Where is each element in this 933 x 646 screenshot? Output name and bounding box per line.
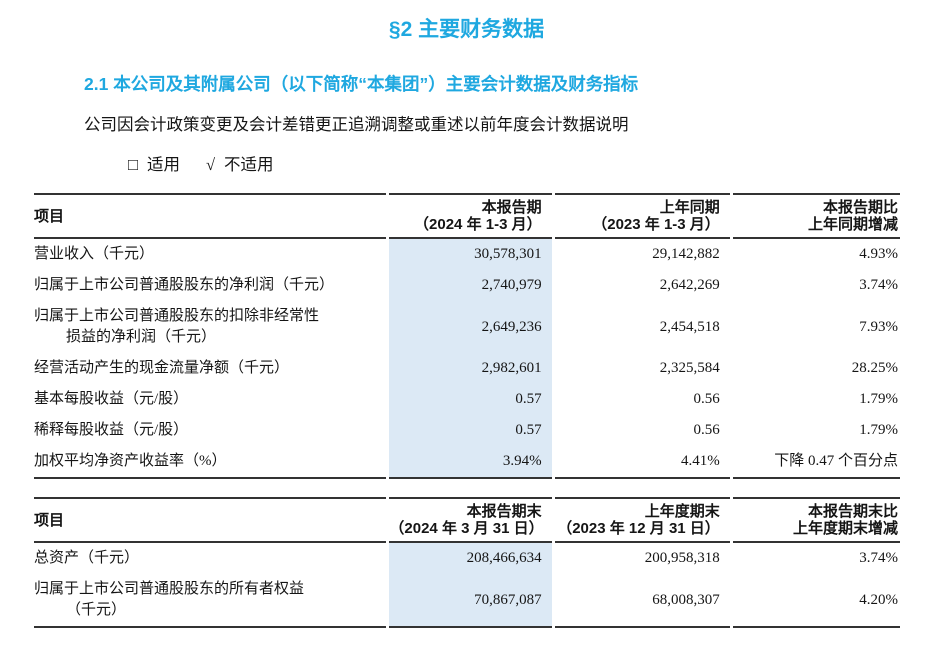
- subsection-title: 2.1 本公司及其附属公司（以下简称“本集团”）主要会计数据及财务指标: [84, 74, 639, 94]
- prior-value: 68,008,307: [554, 574, 730, 628]
- current-value: 30,578,301: [389, 239, 552, 270]
- change-value: 1.79%: [859, 422, 898, 438]
- item-label: 基本每股收益（元/股）: [34, 391, 189, 407]
- prior-value: 0.56: [693, 422, 720, 438]
- item-label: 加权平均净资产收益率（%）: [34, 446, 387, 479]
- prior-value: 4.41%: [554, 446, 730, 479]
- checkbox-unchecked-icon: □: [128, 155, 138, 174]
- item-label: 稀释每股收益（元/股）: [34, 422, 189, 438]
- prior-value: 2,454,518: [659, 318, 720, 335]
- current-value: 2,740,979: [389, 270, 552, 301]
- table-row: 总资产（千元） 208,466,634 200,958,318 3.74%: [34, 543, 900, 574]
- change-value: 下降 0.47 个百分点: [732, 446, 900, 479]
- section-title: §2 主要财务数据: [388, 18, 545, 41]
- prior-value: 0.56: [693, 391, 720, 407]
- header-current-period-end: 本报告期末 （2024 年 3 月 31 日）: [389, 497, 552, 543]
- item-label: 经营活动产生的现金流量净额（千元）: [34, 360, 290, 376]
- current-value: 0.57: [389, 415, 552, 446]
- header-current-period: 本报告期 （2024 年 1-3 月）: [389, 193, 552, 239]
- change-value: 4.20%: [732, 574, 900, 628]
- checkmark-icon: √: [205, 155, 216, 174]
- item-label: 总资产（千元）: [34, 550, 140, 566]
- header-prior-period: 上年同期 （2023 年 1-3 月）: [554, 193, 730, 239]
- prior-value: 2,325,584: [659, 360, 720, 376]
- header-change: 本报告期比 上年同期增减: [732, 193, 900, 239]
- table-row: 加权平均净资产收益率（%） 3.94% 4.41% 下降 0.47 个百分点: [34, 446, 900, 479]
- header-item: 项目: [34, 193, 387, 239]
- item-label: 归属于上市公司普通股股东的净利润（千元）: [34, 277, 335, 293]
- prior-value: 29,142,882: [652, 246, 720, 262]
- change-value: 3.74%: [859, 550, 898, 566]
- not-applicable-label: 不适用: [224, 155, 274, 174]
- prior-value: 2,642,269: [659, 277, 720, 293]
- header-item: 项目: [34, 497, 387, 543]
- item-label: 营业收入（千元）: [34, 246, 155, 262]
- applicable-options: □ 适用 √ 不适用: [128, 151, 274, 175]
- change-value: 3.74%: [859, 277, 898, 293]
- current-value: 2,649,236: [389, 301, 552, 353]
- change-value: 7.93%: [859, 318, 898, 335]
- current-value: 0.57: [389, 384, 552, 415]
- balance-financials-table: 项目 本报告期末 （2024 年 3 月 31 日） 上年度期末 （2023 年…: [31, 497, 903, 628]
- current-value: 3.94%: [389, 446, 552, 479]
- item-label: 归属于上市公司普通股股东的所有者权益 （千元）: [34, 574, 387, 628]
- table-row: 归属于上市公司普通股股东的扣除非经常性 损益的净利润（千元） 2,649,236…: [34, 301, 900, 353]
- change-value: 4.93%: [859, 246, 898, 262]
- table-row: 基本每股收益（元/股） 0.57 0.56 1.79%: [34, 384, 900, 415]
- restatement-note: 公司因会计政策变更及会计差错更正追溯调整或重述以前年度会计数据说明: [84, 115, 629, 134]
- header-change: 本报告期末比 上年度期末增减: [732, 497, 900, 543]
- prior-value: 200,958,318: [644, 550, 720, 566]
- table-row: 归属于上市公司普通股股东的净利润（千元） 2,740,979 2,642,269…: [34, 270, 900, 301]
- item-label: 归属于上市公司普通股股东的扣除非经常性 损益的净利润（千元）: [34, 308, 320, 345]
- current-value: 208,466,634: [389, 543, 552, 574]
- applicable-label: 适用: [146, 155, 180, 174]
- table-header-row: 项目 本报告期末 （2024 年 3 月 31 日） 上年度期末 （2023 年…: [34, 497, 900, 543]
- table-row: 稀释每股收益（元/股） 0.57 0.56 1.79%: [34, 415, 900, 446]
- table-row: 营业收入（千元） 30,578,301 29,142,882 4.93%: [34, 239, 900, 270]
- header-prior-year-end: 上年度期末 （2023 年 12 月 31 日）: [554, 497, 730, 543]
- table-header-row: 项目 本报告期 （2024 年 1-3 月） 上年同期 （2023 年 1-3 …: [34, 193, 900, 239]
- current-value: 2,982,601: [389, 353, 552, 384]
- quarterly-financials-table: 项目 本报告期 （2024 年 1-3 月） 上年同期 （2023 年 1-3 …: [31, 193, 903, 479]
- change-value: 1.79%: [859, 391, 898, 407]
- table-row: 经营活动产生的现金流量净额（千元） 2,982,601 2,325,584 28…: [34, 353, 900, 384]
- current-value: 70,867,087: [389, 574, 552, 628]
- change-value: 28.25%: [851, 360, 898, 376]
- table-row: 归属于上市公司普通股股东的所有者权益 （千元） 70,867,087 68,00…: [34, 574, 900, 628]
